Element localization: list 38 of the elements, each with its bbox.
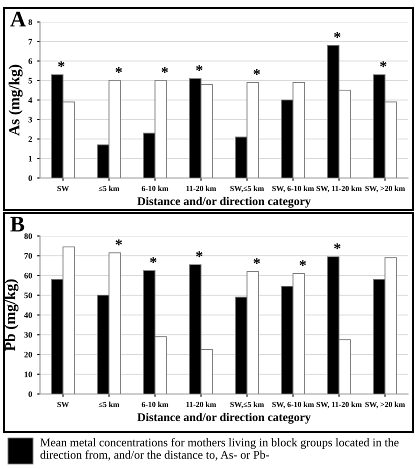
annotation: * xyxy=(162,67,168,73)
y-tick-label: 2 xyxy=(28,136,32,142)
y-axis-title: As (mg/kg) xyxy=(8,64,23,136)
annotation: * xyxy=(196,251,202,258)
annotation: * xyxy=(116,239,122,246)
y-tick-label: 80 xyxy=(24,233,32,239)
annotation: * xyxy=(254,258,260,264)
annotation: * xyxy=(150,257,156,263)
y-tick-label: 70 xyxy=(24,253,32,259)
y-tick-label: 7 xyxy=(28,38,32,44)
y-tick-label: 1 xyxy=(28,156,32,162)
y-tick-label: 20 xyxy=(24,352,32,358)
y-tick-label: 0 xyxy=(28,175,32,181)
y-tick-label: 10 xyxy=(24,372,32,378)
y-tick-label: 40 xyxy=(24,312,32,318)
x-axis-title: Distance and/or direction category xyxy=(137,412,311,424)
chart-title: B xyxy=(10,216,24,232)
y-axis-title: Pb (mg/kg) xyxy=(4,279,18,352)
legend-label: Mean metal concentrations for mothers living in block groups located in the direction from, and/or the distance to, As- or Pb- xyxy=(40,438,399,461)
annotation: * xyxy=(116,67,122,73)
y-tick-label: 8 xyxy=(28,19,32,25)
annotation: * xyxy=(334,243,340,250)
y-tick-label: 5 xyxy=(28,78,32,84)
x-axis-title: Distance and/or direction category xyxy=(137,196,311,208)
y-tick-label: 30 xyxy=(24,332,32,338)
annotation: * xyxy=(58,61,64,68)
y-tick-label: 0 xyxy=(28,391,32,397)
annotation: * xyxy=(254,69,260,75)
y-tick-label: 6 xyxy=(28,58,32,64)
annotation: * xyxy=(334,32,340,38)
chart-title: A xyxy=(10,12,26,26)
y-tick-label: 3 xyxy=(28,116,32,122)
annotation: * xyxy=(300,260,306,266)
annotation: * xyxy=(380,61,386,68)
annotation: * xyxy=(196,65,202,71)
y-tick-label: 4 xyxy=(28,97,32,103)
y-tick-label: 60 xyxy=(24,272,32,278)
y-tick-label: 50 xyxy=(24,292,32,298)
